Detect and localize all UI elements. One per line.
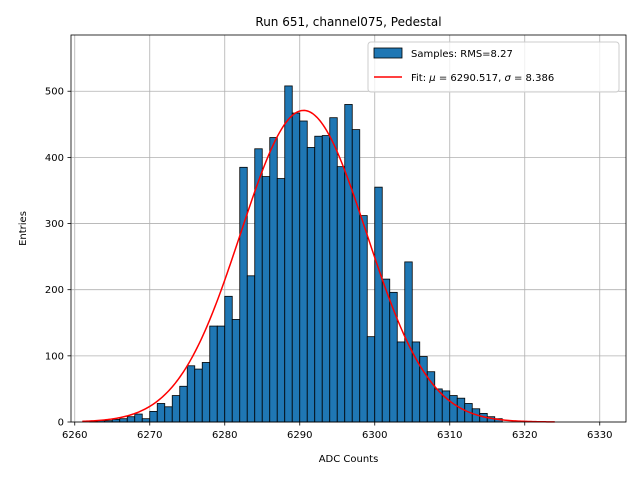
histogram-bar [239, 166, 248, 423]
histogram-bar [351, 129, 361, 423]
y-tick-label: 300 [45, 219, 64, 230]
legend-hist-label: Samples: RMS=8.27 [411, 49, 513, 60]
legend-fit-label: Fit: μ = 6290.517, σ = 8.386 [411, 73, 554, 84]
y-axis-label: Entries [18, 211, 29, 246]
histogram-bar [284, 85, 293, 423]
x-tick-label: 6320 [512, 430, 537, 441]
legend-box [367, 41, 620, 93]
histogram-bar [366, 336, 376, 423]
histogram-bar [231, 319, 241, 423]
x-axis-ticks: 6260 6270 6280 6290 6300 6310 6320 6330 [62, 422, 612, 441]
x-tick-label: 6310 [437, 430, 462, 441]
histogram-bar [374, 186, 383, 423]
histogram-bar [329, 117, 338, 423]
histogram-bar [276, 178, 286, 423]
x-tick-label: 6260 [62, 430, 87, 441]
histogram-bar [141, 418, 151, 423]
y-tick-label: 200 [45, 285, 64, 296]
histogram-bar [164, 406, 173, 423]
plot-frame [70, 34, 627, 423]
histogram-bar [201, 362, 211, 423]
histogram-bar [344, 104, 353, 423]
histogram-bar [156, 403, 166, 423]
histogram-bar [134, 413, 143, 423]
x-tick-label: 6270 [137, 430, 162, 441]
histogram-bar [336, 166, 346, 423]
histogram-bar [396, 341, 406, 423]
x-tick-label: 6280 [212, 430, 237, 441]
histogram-bar [261, 176, 271, 423]
histogram-bar [299, 120, 308, 423]
histogram-bar [246, 275, 256, 423]
legend: Samples: RMS=8.27 Fit: μ = 6290.517, σ =… [367, 41, 620, 93]
histogram-bar [381, 278, 391, 423]
legend-hist-swatch [373, 47, 403, 59]
y-tick-label: 400 [45, 153, 64, 164]
y-tick-label: 100 [45, 351, 64, 362]
histogram-bars [89, 85, 503, 423]
histogram-bar [216, 325, 226, 423]
fit-curve [82, 109, 555, 423]
y-tick-label: 500 [45, 87, 64, 98]
histogram-bar [194, 368, 203, 423]
chart-title: Run 651, channel075, Pedestal [255, 15, 441, 29]
histogram-bar [179, 385, 188, 423]
histogram-bar [359, 215, 368, 423]
histogram-bar [306, 147, 316, 423]
histogram-bar [291, 112, 301, 423]
histogram-bar [209, 325, 218, 423]
histogram-bar [321, 135, 331, 423]
histogram-bar [126, 416, 136, 423]
histogram-bar [119, 418, 128, 423]
histogram-bar [404, 261, 413, 423]
y-tick-label: 0 [58, 418, 64, 429]
histogram-bar [224, 295, 233, 423]
x-axis-label: ADC Counts [319, 454, 379, 465]
histogram-bar [269, 137, 278, 423]
histogram-bar [186, 365, 196, 423]
histogram-bar [449, 395, 458, 423]
histogram-bar [149, 411, 158, 423]
y-axis-ticks: 0 100 200 300 400 500 [45, 87, 71, 429]
x-tick-label: 6330 [587, 430, 612, 441]
x-tick-label: 6290 [287, 430, 312, 441]
histogram-bar [171, 395, 181, 423]
x-tick-label: 6300 [362, 430, 387, 441]
histogram-bar [314, 135, 323, 423]
